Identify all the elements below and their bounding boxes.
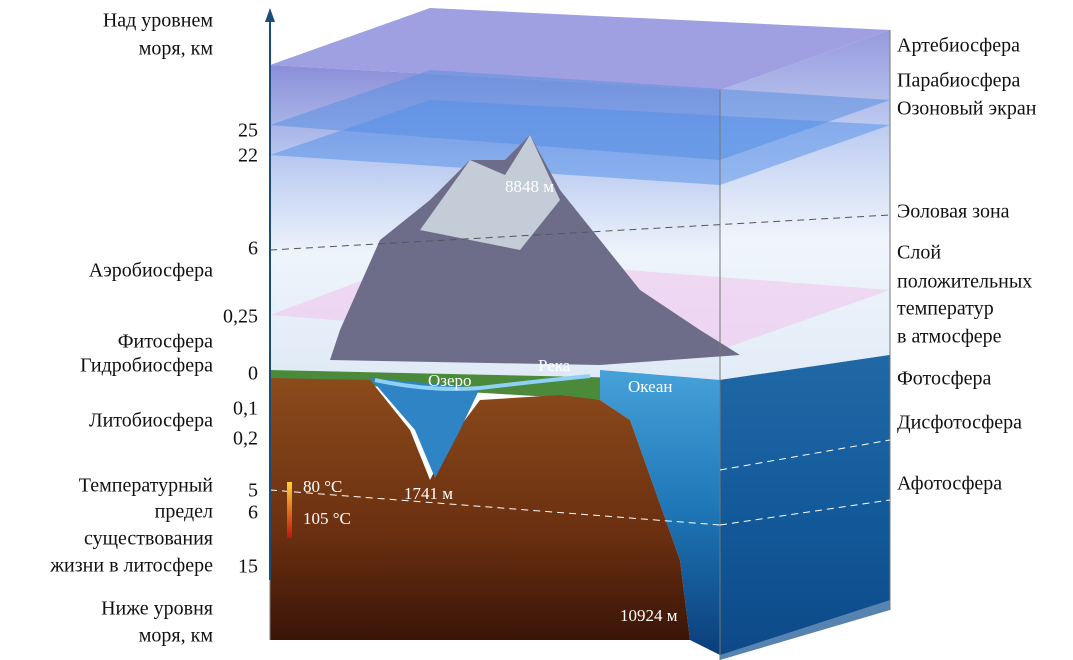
inner-label: Океан xyxy=(628,377,673,396)
left-label: Литобиосфера xyxy=(89,410,213,432)
left-label: жизни в литосфере xyxy=(49,555,213,577)
left-label: существования xyxy=(84,528,213,550)
tick-label: 0,1 xyxy=(233,398,258,420)
inner-label: Озеро xyxy=(428,371,472,390)
inner-label: 10924 м xyxy=(620,606,678,625)
axis-label: моря, км xyxy=(139,38,214,60)
right-label: Фотосфера xyxy=(897,368,991,390)
right-label: Парабиосфера xyxy=(897,70,1021,92)
inner-label: Река xyxy=(538,356,571,375)
right-label: Озоновый экран xyxy=(897,98,1037,120)
right-label: Афотосфера xyxy=(897,473,1002,495)
box xyxy=(269,8,891,660)
tick-label: 25 xyxy=(238,120,258,142)
inner-label: 8848 м xyxy=(505,177,554,196)
axis-label: Над уровнем xyxy=(103,10,214,32)
right-label: Дисфотосфера xyxy=(897,412,1022,434)
left-label: Фитосфера xyxy=(118,331,213,353)
tick-label: 22 xyxy=(238,145,258,167)
inner-label: 105 °C xyxy=(303,509,351,528)
right-label: в атмосфере xyxy=(897,326,1002,348)
tick-label: 5 xyxy=(248,480,258,502)
right-label: положительных xyxy=(897,271,1032,293)
axis xyxy=(265,8,275,580)
inner-label: 1741 м xyxy=(404,484,453,503)
left-label: Аэробиосфера xyxy=(89,260,213,282)
right-label: Артебиосфера xyxy=(897,35,1020,57)
tick-label: 6 xyxy=(248,238,258,260)
left-label: предел xyxy=(155,501,213,523)
tick-label: 0 xyxy=(248,363,258,385)
tick-label: 15 xyxy=(238,556,258,578)
right-label: Слой xyxy=(897,242,941,264)
left-label: Температурный xyxy=(79,475,214,497)
tick-label: 6 xyxy=(248,502,258,524)
right-label: температур xyxy=(897,298,994,320)
tick-label: 0,25 xyxy=(223,306,258,328)
axis-label: моря, км xyxy=(139,625,214,647)
right-label: Эоловая зона xyxy=(897,201,1010,223)
inner-label: 80 °C xyxy=(303,477,342,496)
left-label: Гидробиосфера xyxy=(80,355,213,377)
tick-label: 0,2 xyxy=(233,428,258,450)
axis-label: Ниже уровня xyxy=(101,598,213,620)
